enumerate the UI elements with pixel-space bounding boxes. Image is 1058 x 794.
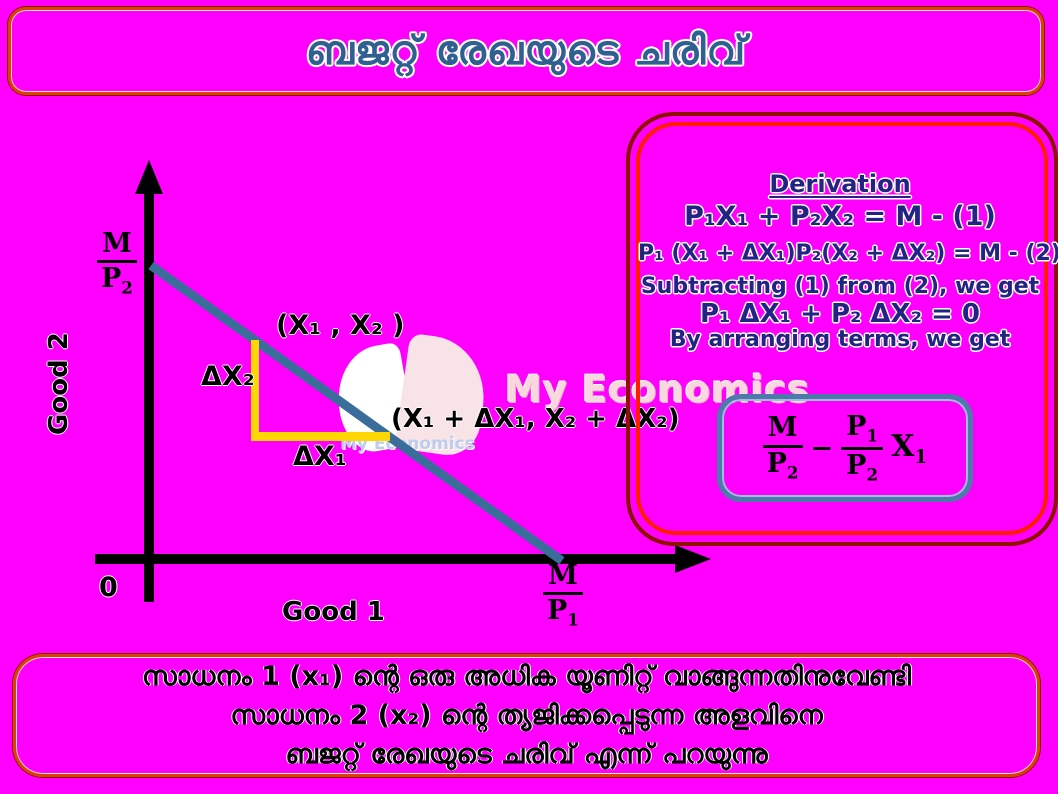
derivation-box-outer <box>626 112 1058 546</box>
x-axis <box>95 554 675 564</box>
page-title: ബജറ്റ് രേഖയുടെ ചരിവ് <box>305 28 747 74</box>
derivation-line-5: By arranging terms, we get <box>669 327 1011 352</box>
delta-x2-segment <box>251 340 259 441</box>
definition-line-3: ബജറ്റ് രേഖയുടെ ചരിവ് എന്ന് പറയുന്നു <box>285 739 768 770</box>
y-axis-title: Good 2 <box>44 332 74 435</box>
derivation-line-2: P₁ (X₁ + ΔX₁)P₂(X₂ + ΔX₂) = M - (2) <box>638 241 1058 266</box>
derivation-line-3: Subtracting (1) from (2), we get <box>640 274 1040 299</box>
derivation-line-4: P₁ ΔX₁ + P₂ ΔX₂ = 0 <box>700 299 980 329</box>
definition-line-2: സാധനം 2 (x₂) ന്റെ ത്യജിക്കപ്പെടുന്ന അളവി… <box>230 700 823 731</box>
definition-box: സാധനം 1 (x₁) ന്റെ ഒരു അധിക യൂണിറ്റ് വാങ്… <box>13 654 1040 777</box>
minus-sign: − <box>810 432 834 464</box>
x-intercept-label: M P1 <box>543 561 583 629</box>
derivation-line-1: P₁X₁ + P₂X₂ = M - (1) <box>684 201 996 232</box>
fraction-m-over-p2: M P2 <box>762 414 803 481</box>
point1-label: (X₁ , X₂ ) <box>276 310 405 341</box>
x1-term: X1 <box>891 428 928 468</box>
point2-label: (X₁ + ΔX₁, X₂ + ΔX₂) <box>391 404 680 434</box>
definition-line-1: സാധനം 1 (x₁) ന്റെ ഒരു അധിക യൂണിറ്റ് വാങ്… <box>142 661 911 692</box>
delta-x1-label: ΔX₁ <box>293 441 347 472</box>
x-axis-arrow-icon <box>675 545 711 573</box>
y-axis-arrow-icon <box>135 160 163 194</box>
slope-formula-box: M P2 − P1 P2 X1 <box>717 394 973 502</box>
y-axis <box>144 190 154 602</box>
y-intercept-label: M P2 <box>97 229 137 297</box>
delta-x2-label: ΔX₂ <box>201 361 255 392</box>
x-axis-title: Good 1 <box>282 597 385 627</box>
derivation-heading: Derivation <box>769 170 911 198</box>
watermark-text: My Economics <box>505 368 811 411</box>
fraction-p1-over-p2: P1 P2 <box>841 412 884 484</box>
delta-x1-segment <box>251 432 390 441</box>
origin-label: 0 <box>99 572 118 603</box>
derivation-box-inner <box>636 122 1048 535</box>
title-box: ബജറ്റ് രേഖയുടെ ചരിവ് <box>8 7 1044 95</box>
